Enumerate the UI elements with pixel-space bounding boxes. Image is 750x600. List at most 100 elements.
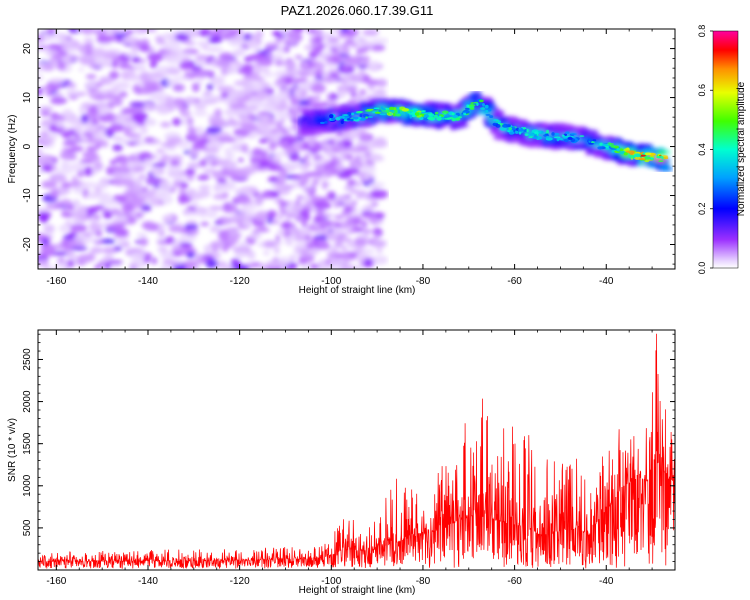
signal-core-blob <box>564 138 569 143</box>
noise-blob <box>144 102 157 112</box>
noise-blob <box>125 159 142 170</box>
noise-blob <box>132 116 146 126</box>
noise-blob <box>193 69 212 78</box>
noise-blob <box>284 232 292 236</box>
noise-blob <box>330 248 338 253</box>
noise-blob <box>120 160 128 169</box>
noise-blob <box>367 61 381 69</box>
signal-blob <box>333 126 345 132</box>
signal-core-blob <box>497 120 501 124</box>
signal-blob <box>452 125 461 129</box>
noise-blob <box>162 214 175 223</box>
noise-blob <box>180 182 189 189</box>
noise-blob <box>194 103 207 110</box>
noise-blob <box>203 244 211 253</box>
noise-blob <box>263 240 276 249</box>
noise-blob <box>40 164 55 173</box>
signal-core-blob <box>423 113 429 118</box>
noise-blob <box>113 246 123 251</box>
noise-blob <box>111 60 119 69</box>
noise-blob <box>159 251 177 260</box>
noise-blob <box>114 32 127 38</box>
noise-blob <box>333 45 341 49</box>
noise-blob <box>187 125 195 135</box>
noise-blob <box>151 163 167 168</box>
x-tick-label: -140 <box>138 276 158 287</box>
x-tick-label: -60 <box>507 576 522 587</box>
signal-core-blob <box>479 99 484 103</box>
noise-blob <box>346 179 357 186</box>
colorbar: 0.0 0.2 0.4 0.6 0.8 Normalized spectral ampl… <box>697 25 747 275</box>
signal-core-blob <box>441 117 445 120</box>
noise-blob <box>165 57 184 64</box>
y-tick-label: 500 <box>22 519 33 536</box>
noise-blob <box>275 234 280 242</box>
noise-blob <box>266 260 281 268</box>
noise-blob <box>131 184 143 192</box>
noise-blob <box>303 160 312 168</box>
noise-blob <box>364 204 376 210</box>
noise-blob <box>331 56 340 63</box>
noise-blob <box>278 215 283 219</box>
y-tick-label: 20 <box>22 43 33 55</box>
noise-blob <box>65 46 76 53</box>
noise-blob <box>90 156 101 162</box>
noise-blob <box>303 154 310 161</box>
noise-blob <box>342 224 349 229</box>
noise-blob <box>51 251 69 256</box>
noise-blob <box>95 229 103 237</box>
signal-core-blob <box>451 112 455 116</box>
signal-core-blob <box>356 110 364 113</box>
noise-blob <box>251 147 263 157</box>
noise-blob <box>61 210 69 217</box>
noise-blob <box>254 227 271 233</box>
colorbar-ticks: 0.0 0.2 0.4 0.6 0.8 <box>697 25 713 274</box>
noise-blob <box>242 75 260 82</box>
noise-blob <box>332 51 341 58</box>
noise-blob <box>276 79 283 87</box>
noise-blob <box>286 92 292 99</box>
noise-blob <box>225 161 234 169</box>
signal-blob <box>407 103 421 108</box>
noise-blob <box>285 149 294 156</box>
signal-core-blob <box>378 109 382 113</box>
noise-blob <box>40 110 51 117</box>
signal-blob <box>646 162 661 168</box>
signal-core-blob <box>565 131 570 134</box>
spectrogram-x-axis-label: Height of straight line (km) <box>299 285 416 296</box>
noise-blob <box>93 29 109 36</box>
signal-core-blob <box>633 153 641 158</box>
signal-core-blob <box>553 136 561 139</box>
noise-blob <box>78 135 88 141</box>
noise-blob <box>320 32 334 39</box>
noise-blob <box>213 59 228 65</box>
noise-blob <box>38 169 45 175</box>
noise-blob <box>231 142 244 152</box>
noise-blob <box>293 243 305 251</box>
noise-blob <box>120 110 136 116</box>
signal-core-blob <box>347 118 351 120</box>
noise-blob <box>262 105 277 112</box>
signal-core-blob <box>590 141 595 144</box>
noise-blob <box>132 56 141 63</box>
noise-blob <box>199 174 210 179</box>
colorbar-label: Normalized spectral amplitude <box>736 81 747 216</box>
noise-blob <box>130 106 145 113</box>
signal-core-blob <box>551 132 555 136</box>
signal-core-blob <box>499 127 507 131</box>
noise-blob <box>342 246 347 251</box>
noise-blob <box>263 133 282 138</box>
signal-blob <box>455 106 464 111</box>
noise-blob <box>334 251 344 256</box>
noise-blob <box>217 136 235 142</box>
noise-blob <box>151 167 162 177</box>
noise-blob <box>112 177 127 187</box>
noise-blob <box>315 61 325 72</box>
noise-blob <box>39 105 54 113</box>
signal-core-blob <box>433 114 439 119</box>
noise-blob <box>162 33 173 40</box>
noise-blob <box>321 223 326 231</box>
signal-blob <box>314 126 326 133</box>
noise-blob <box>105 94 122 100</box>
signal-core-blob <box>514 130 519 135</box>
